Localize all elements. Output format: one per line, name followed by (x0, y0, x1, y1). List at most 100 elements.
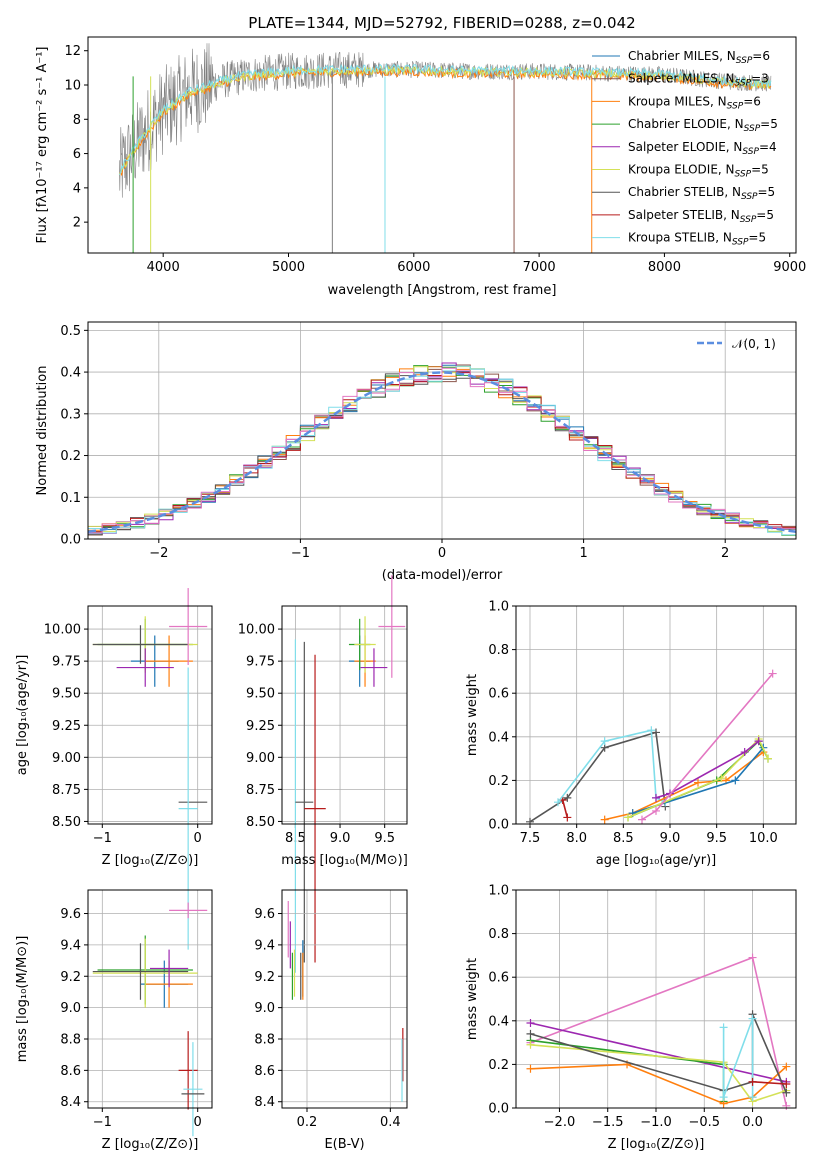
y-tick-label: 10 (64, 79, 81, 94)
legend-subscript: SSP (740, 215, 757, 225)
y-tick-label: 10.00 (238, 623, 275, 638)
y-tick-label: 0.2 (488, 1058, 509, 1073)
y-tick-label: 0.2 (60, 449, 81, 464)
y-tick-label: 0.6 (488, 971, 509, 986)
weight-point-marker (782, 1062, 791, 1071)
weight-point-marker (740, 748, 749, 757)
axes-frame (515, 605, 797, 825)
y-tick-label: 0.4 (488, 730, 509, 745)
x-tick-label: 10.0 (749, 831, 778, 846)
x-axis-label: (data-model)/error (382, 568, 503, 583)
y-tick-label: 8.6 (60, 1064, 81, 1079)
y-axis-label: age [log₁₀(age/yr)] (15, 655, 30, 776)
x-axis-label: wavelength [Angstrom, rest frame] (328, 283, 557, 298)
x-tick-label: 9.0 (660, 831, 681, 846)
weight-plot (526, 669, 777, 826)
y-tick-label: 9.0 (254, 1001, 275, 1016)
weight-series-line (627, 737, 769, 819)
y-tick-label: 9.50 (52, 687, 81, 702)
x-axis-label: Z [log₁₀(Z/Z⊙)] (608, 1137, 705, 1152)
y-tick-label: 8 (73, 113, 81, 128)
legend-subscript: SSP (735, 170, 752, 180)
weight-series-line (752, 1081, 787, 1085)
x-tick-label: 8.0 (566, 831, 587, 846)
y-axis-label: Normed distribution (35, 366, 50, 496)
x-tick-label: 0.0 (742, 1115, 763, 1130)
axes-frame (87, 889, 213, 1109)
weight-point-marker (647, 726, 656, 735)
y-axis-label: mass weight (465, 958, 480, 1040)
legend: Chabrier MILES, NSSP=6 Salpeter MILES, NS… (592, 49, 778, 248)
legend-value: =5 (751, 163, 769, 177)
x-tick-label: 8000 (648, 260, 681, 275)
y-tick-label: 8.8 (60, 1032, 81, 1047)
legend-label: Kroupa ELODIE, NSSP=5 (628, 163, 769, 180)
y-tick-label: 9.0 (60, 1001, 81, 1016)
y-tick-label: 4 (73, 181, 81, 196)
axes-age_vs_mass: 8.5 9.0 9.58.508.759.009.259.509.7510.00ma… (238, 575, 408, 973)
axes-mass_vs_Z: −1 0 8.4 8.6 8.8 9.0 9.2 9.4 9.6 Z [log₁₀(Z/Z⊙)] m… (15, 889, 213, 1152)
y-tick-label: 8.4 (254, 1095, 275, 1110)
x-tick-label: −1.0 (640, 1115, 672, 1130)
histogram-step-line (88, 367, 796, 534)
legend-label: Salpeter ELODIE, NSSP=4 (628, 140, 777, 157)
y-tick-label: 8.6 (254, 1064, 275, 1079)
axes-mass_vs_ebv: 0.2 0.4 8.4 8.6 8.8 9.0 9.2 9.4 9.6 E(B-V) (254, 889, 408, 1152)
axes-age_vs_Z: −1 0 8.50 8.75 9.00 9.25 9.50 9.75 10.00 Z [log₁₀… (15, 588, 213, 950)
y-tick-label: 8.50 (52, 815, 81, 830)
x-tick-label: −1 (291, 546, 310, 561)
y-tick-label: 0.1 (60, 491, 81, 506)
y-tick-label: 0.2 (488, 774, 509, 789)
legend-label: Kroupa STELIB, NSSP=5 (628, 231, 766, 248)
axes-frame (87, 605, 213, 825)
legend-subscript: SSP (735, 79, 752, 89)
y-tick-label: 10.00 (44, 623, 81, 638)
y-tick-label: 8.50 (246, 815, 275, 830)
legend-label: Kroupa MILES, NSSP=6 (628, 94, 761, 111)
y-tick-label: 0.0 (488, 818, 509, 833)
x-tick-label: 7.5 (520, 831, 541, 846)
y-tick-label: 9.75 (52, 655, 81, 670)
weight-point-marker (719, 1093, 728, 1102)
y-tick-label: 9.50 (246, 687, 275, 702)
weight-point-marker (526, 1018, 535, 1027)
x-tick-label: −1 (93, 831, 112, 846)
x-tick-label: 0.2 (297, 1115, 318, 1130)
weight-point-marker (719, 1023, 728, 1032)
y-tick-label: 9.75 (246, 655, 275, 670)
y-axis-label: Flux [fλ10⁻¹⁷ erg cm⁻² s⁻¹ A⁻¹] (35, 47, 50, 244)
axes-residuals: −2 −1 0 1 2 0.0 0.1 0.2 0.3 0.4 0.5 (data-model)/er… (35, 321, 797, 583)
legend-value: =4 (759, 140, 777, 154)
weight-point-marker (563, 793, 572, 802)
x-tick-label: 0 (438, 546, 446, 561)
weight-point-marker (748, 1093, 757, 1102)
y-tick-label: 1.0 (488, 600, 509, 615)
axes-frame (87, 36, 797, 254)
y-axis-label: mass weight (465, 674, 480, 756)
x-tick-label: 9000 (773, 260, 806, 275)
y-tick-label: 0.6 (488, 687, 509, 702)
legend-value: =5 (760, 117, 778, 131)
y-tick-label: 0.5 (60, 324, 81, 339)
weight-point-marker (563, 813, 572, 822)
x-axis-label: mass [log₁₀(M/M⊙)] (281, 853, 408, 868)
y-tick-label: 0.3 (60, 407, 81, 422)
y-tick-label: 8.75 (52, 783, 81, 798)
y-tick-label: 8.8 (254, 1032, 275, 1047)
errorbar-plot (287, 900, 404, 1102)
y-tick-label: 0.0 (60, 533, 81, 548)
y-tick-label: 8.75 (246, 783, 275, 798)
model-fit-line (118, 63, 772, 175)
y-tick-label: 12 (64, 44, 81, 59)
model-fit-line (118, 64, 772, 176)
errorbar-plot (92, 588, 208, 950)
y-tick-label: 1.0 (488, 884, 509, 899)
axes-spectrum: 4000 5000 6000 7000 8000 9000 2 4 6 8 10 12 PLATE=13… (35, 14, 806, 298)
y-tick-label: 9.25 (52, 719, 81, 734)
weight-point-marker (782, 1088, 791, 1097)
y-tick-label: 0.8 (488, 643, 509, 658)
y-tick-label: 9.4 (60, 938, 81, 953)
y-tick-label: 9.4 (254, 938, 275, 953)
legend-label: 𝒩(0, 1) (732, 337, 776, 351)
legend-subscript: SSP (736, 56, 753, 66)
